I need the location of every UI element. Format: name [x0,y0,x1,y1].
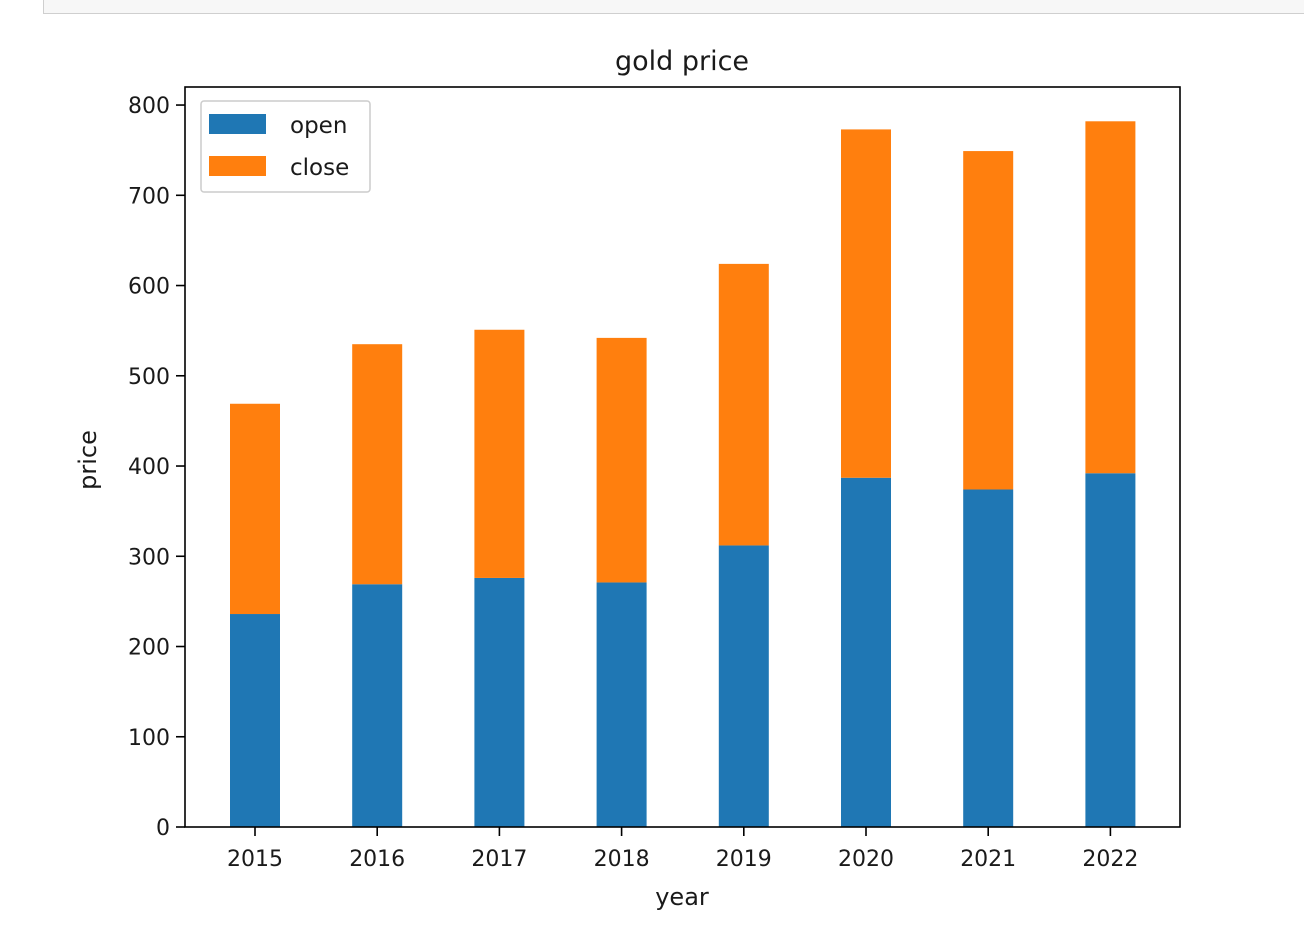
y-tick-label: 300 [128,545,170,570]
y-tick-label: 600 [128,275,170,300]
bar-open-2021 [963,489,1014,827]
bar-close-2022 [1085,121,1136,474]
legend-label-open: open [290,113,347,139]
x-axis: 2015 2016 2017 2018 2019 2020 2021 2022 [227,827,1138,872]
bar-close-2015 [230,403,280,615]
x-tick-label: 2015 [227,847,283,872]
y-axis-label: price [74,430,102,490]
x-tick-label: 2021 [960,847,1016,872]
bar-open-2017 [474,577,525,827]
x-tick-label: 2022 [1082,847,1138,872]
bar-open-2015 [230,614,280,827]
bar-open-2022 [1085,473,1136,827]
bar-open-2020 [841,477,891,827]
y-tick-label: 100 [128,726,170,751]
chart-title: gold price [615,46,749,77]
x-tick-label: 2018 [594,847,650,872]
y-tick-label: 400 [128,455,170,480]
x-tick-label: 2016 [349,847,405,872]
bar-open-2018 [596,582,647,827]
y-tick-label: 500 [128,365,170,390]
legend-label-close: close [290,155,349,181]
bar-open-2019 [718,545,769,827]
bar-close-2020 [841,129,891,478]
bar-close-2016 [352,344,403,585]
notebook-cell-border [43,0,1304,14]
y-axis: 0 100 200 300 400 500 600 700 800 [128,94,185,841]
x-tick-label: 2019 [716,847,772,872]
y-tick-label: 200 [128,636,170,661]
x-tick-label: 2017 [471,847,527,872]
x-tick-label: 2020 [838,847,894,872]
bar-open-2016 [352,584,403,827]
bar-close-2017 [474,329,525,578]
legend: open close [200,100,371,193]
legend-swatch-close [209,156,266,176]
x-axis-label: year [655,883,709,911]
plot-frame [184,86,1181,828]
legend-swatch-open [209,114,266,134]
y-tick-label: 0 [156,816,170,841]
y-tick-label: 700 [128,184,170,209]
y-tick-label: 800 [128,94,170,119]
bar-close-2018 [596,337,647,583]
bar-close-2019 [718,263,769,546]
bar-close-2021 [963,151,1014,490]
bars-group [230,121,1136,827]
